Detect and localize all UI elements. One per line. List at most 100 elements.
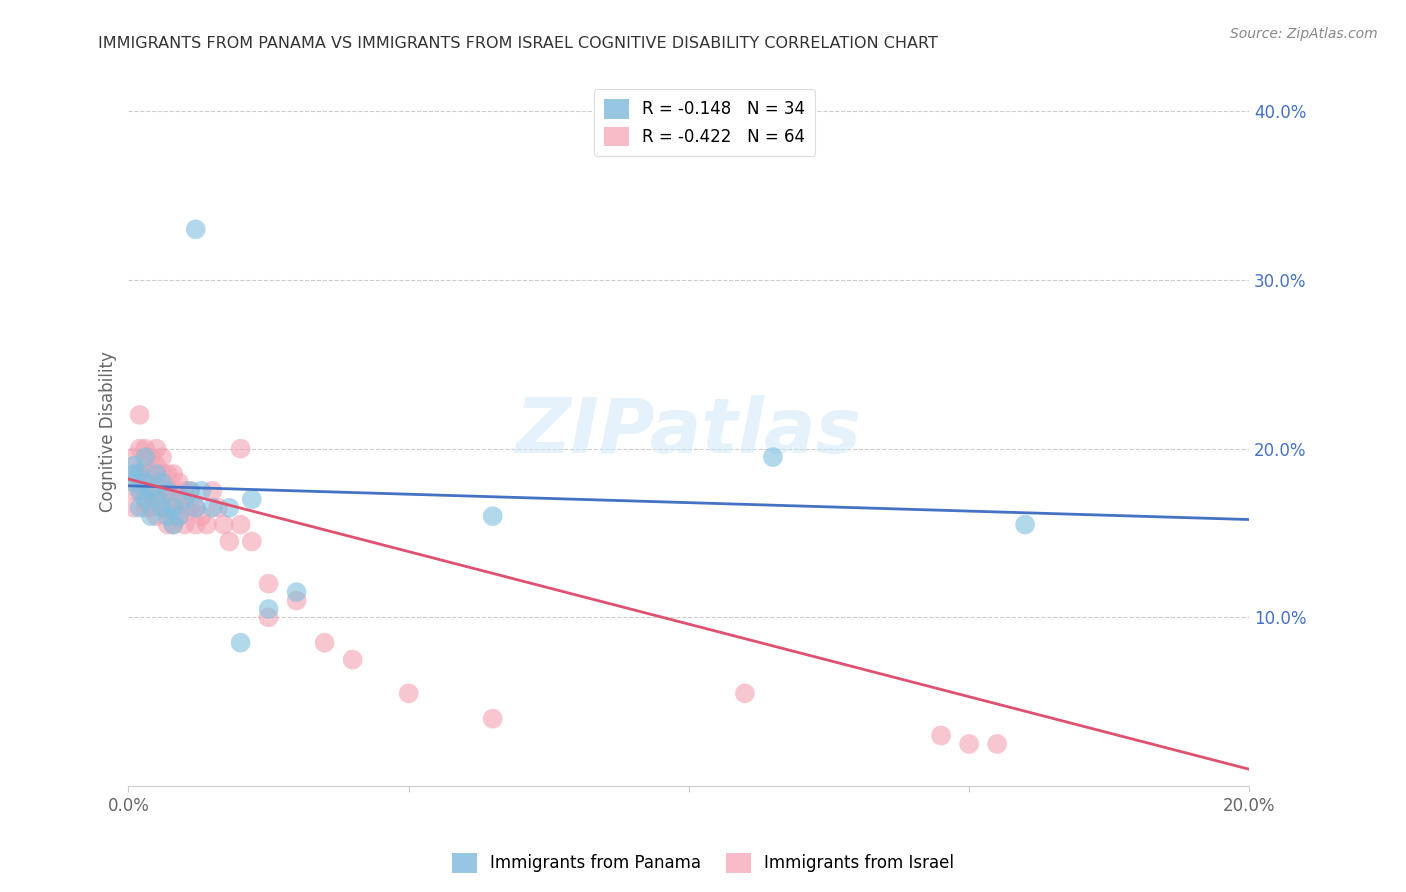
Point	[122, 500, 145, 515]
Point	[156, 509, 179, 524]
Point	[285, 585, 308, 599]
Point	[139, 450, 162, 464]
Point	[150, 450, 173, 464]
Point	[173, 500, 195, 515]
Point	[145, 475, 167, 490]
Point	[134, 475, 156, 490]
Point	[162, 483, 184, 498]
Point	[134, 492, 156, 507]
Point	[128, 483, 150, 498]
Point	[240, 492, 263, 507]
Point	[240, 534, 263, 549]
Point	[167, 475, 190, 490]
Point	[986, 737, 1008, 751]
Point	[128, 467, 150, 481]
Point	[139, 483, 162, 498]
Point	[156, 467, 179, 481]
Point	[128, 408, 150, 422]
Point	[173, 517, 195, 532]
Point	[134, 442, 156, 456]
Point	[134, 483, 156, 498]
Point	[314, 636, 336, 650]
Point	[398, 686, 420, 700]
Point	[167, 492, 190, 507]
Point	[229, 636, 252, 650]
Point	[134, 458, 156, 473]
Point	[122, 458, 145, 473]
Point	[257, 576, 280, 591]
Point	[342, 652, 364, 666]
Point	[184, 222, 207, 236]
Point	[150, 500, 173, 515]
Point	[190, 483, 212, 498]
Point	[201, 500, 224, 515]
Point	[162, 517, 184, 532]
Point	[122, 483, 145, 498]
Point	[195, 517, 218, 532]
Point	[145, 467, 167, 481]
Point	[122, 467, 145, 481]
Point	[156, 517, 179, 532]
Point	[145, 458, 167, 473]
Point	[139, 500, 162, 515]
Point	[184, 500, 207, 515]
Point	[162, 467, 184, 481]
Point	[1014, 517, 1036, 532]
Point	[145, 492, 167, 507]
Legend: R = -0.148   N = 34, R = -0.422   N = 64: R = -0.148 N = 34, R = -0.422 N = 64	[593, 89, 815, 156]
Point	[128, 467, 150, 481]
Point	[134, 450, 156, 464]
Point	[122, 450, 145, 464]
Point	[929, 729, 952, 743]
Point	[150, 500, 173, 515]
Point	[145, 509, 167, 524]
Point	[207, 500, 229, 515]
Point	[150, 475, 173, 490]
Point	[762, 450, 785, 464]
Point	[156, 483, 179, 498]
Point	[162, 500, 184, 515]
Point	[145, 442, 167, 456]
Point	[173, 492, 195, 507]
Point	[179, 500, 201, 515]
Point	[122, 475, 145, 490]
Point	[134, 500, 156, 515]
Point	[162, 500, 184, 515]
Point	[734, 686, 756, 700]
Point	[128, 442, 150, 456]
Point	[150, 467, 173, 481]
Point	[957, 737, 980, 751]
Point	[162, 517, 184, 532]
Point	[184, 517, 207, 532]
Point	[179, 483, 201, 498]
Point	[212, 517, 235, 532]
Point	[156, 500, 179, 515]
Point	[122, 467, 145, 481]
Point	[139, 483, 162, 498]
Y-axis label: Cognitive Disability: Cognitive Disability	[100, 351, 117, 512]
Point	[184, 500, 207, 515]
Point	[167, 509, 190, 524]
Point	[257, 602, 280, 616]
Point	[201, 483, 224, 498]
Point	[134, 475, 156, 490]
Point	[229, 517, 252, 532]
Legend: Immigrants from Panama, Immigrants from Israel: Immigrants from Panama, Immigrants from …	[446, 847, 960, 880]
Point	[481, 712, 503, 726]
Point	[167, 509, 190, 524]
Point	[218, 534, 240, 549]
Point	[150, 483, 173, 498]
Point	[179, 483, 201, 498]
Point	[218, 500, 240, 515]
Point	[257, 610, 280, 624]
Point	[128, 500, 150, 515]
Point	[285, 593, 308, 607]
Text: IMMIGRANTS FROM PANAMA VS IMMIGRANTS FROM ISRAEL COGNITIVE DISABILITY CORRELATIO: IMMIGRANTS FROM PANAMA VS IMMIGRANTS FRO…	[98, 36, 938, 51]
Point	[229, 442, 252, 456]
Point	[139, 467, 162, 481]
Point	[145, 492, 167, 507]
Point	[173, 483, 195, 498]
Text: ZIPatlas: ZIPatlas	[516, 395, 862, 469]
Point	[156, 483, 179, 498]
Text: Source: ZipAtlas.com: Source: ZipAtlas.com	[1230, 27, 1378, 41]
